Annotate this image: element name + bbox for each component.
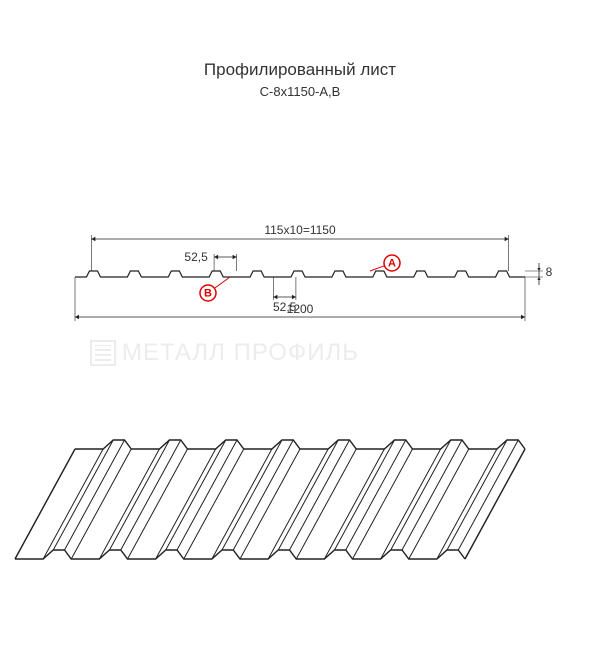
watermark: МЕТАЛЛ ПРОФИЛЬ [90, 339, 359, 367]
watermark-text: МЕТАЛЛ ПРОФИЛЬ [122, 339, 359, 367]
page-title: Профилированный лист [0, 60, 600, 80]
svg-text:A: A [388, 258, 396, 270]
svg-text:1200: 1200 [287, 302, 314, 316]
svg-text:8: 8 [546, 265, 553, 279]
svg-text:B: B [204, 288, 212, 300]
svg-text:115х10=1150: 115х10=1150 [264, 223, 336, 237]
page-subtitle: С-8х1150-А,В [0, 84, 600, 99]
svg-text:52,5: 52,5 [184, 250, 208, 264]
diagram-container: 115х10=115052,552,512008 AB МЕТАЛЛ ПРОФИ… [0, 99, 600, 599]
watermark-icon [90, 340, 116, 366]
